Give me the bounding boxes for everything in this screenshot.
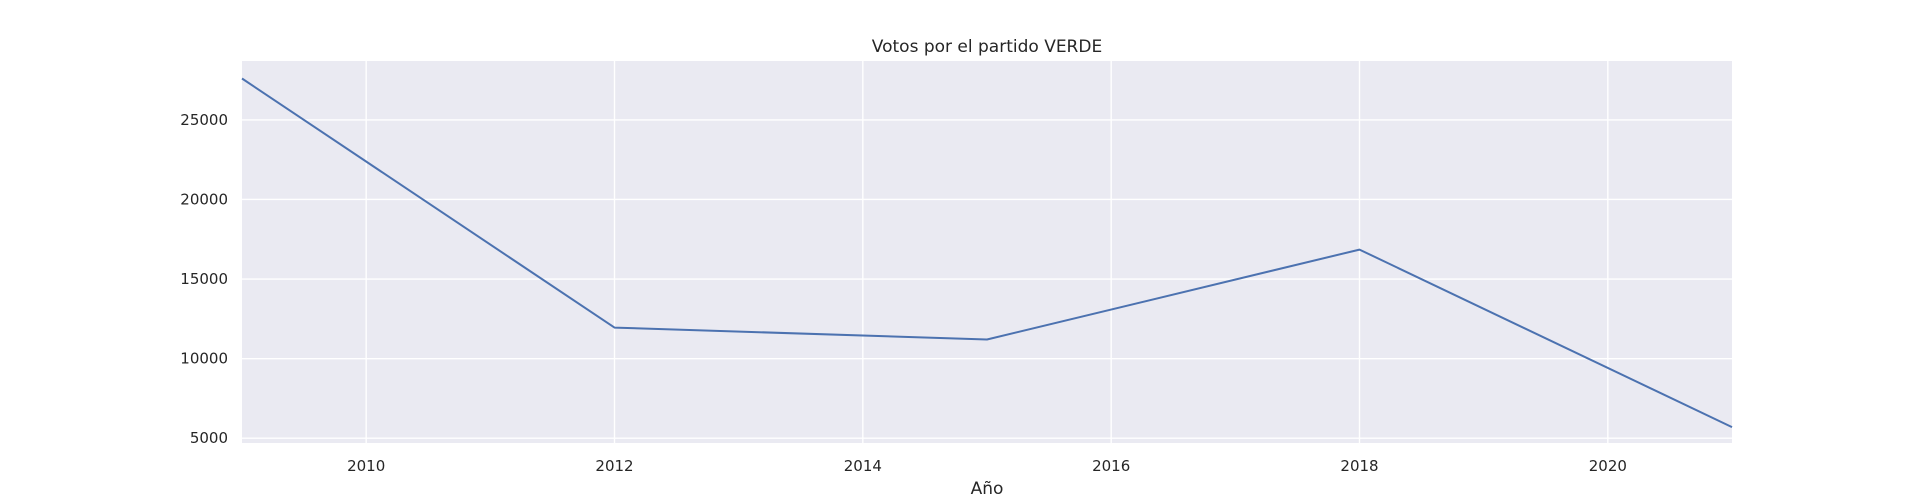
x-tick-labels: 2010 2012 2014 2016 2018 2020 <box>347 457 1627 475</box>
x-tick-label: 2014 <box>844 457 882 475</box>
x-axis-label: Año <box>971 479 1004 499</box>
y-tick-label: 15000 <box>180 270 228 288</box>
y-tick-label: 5000 <box>190 429 228 447</box>
x-tick-label: 2020 <box>1589 457 1627 475</box>
y-tick-label: 25000 <box>180 111 228 129</box>
series-layer <box>241 77 1733 429</box>
x-tick-label: 2018 <box>1340 457 1378 475</box>
plot-area <box>242 61 1732 443</box>
chart-title: Votos por el partido VERDE <box>872 37 1102 57</box>
x-tick-label: 2012 <box>595 457 633 475</box>
y-tick-label: 20000 <box>180 190 228 208</box>
y-grid-lines <box>242 119 1732 439</box>
y-tick-label: 10000 <box>180 350 228 368</box>
x-tick-label: 2016 <box>1092 457 1130 475</box>
y-tick-labels: 5000 10000 15000 20000 25000 <box>180 111 228 447</box>
x-tick-label: 2010 <box>347 457 385 475</box>
series-line <box>241 77 1733 429</box>
x-grid-lines <box>365 61 1609 443</box>
